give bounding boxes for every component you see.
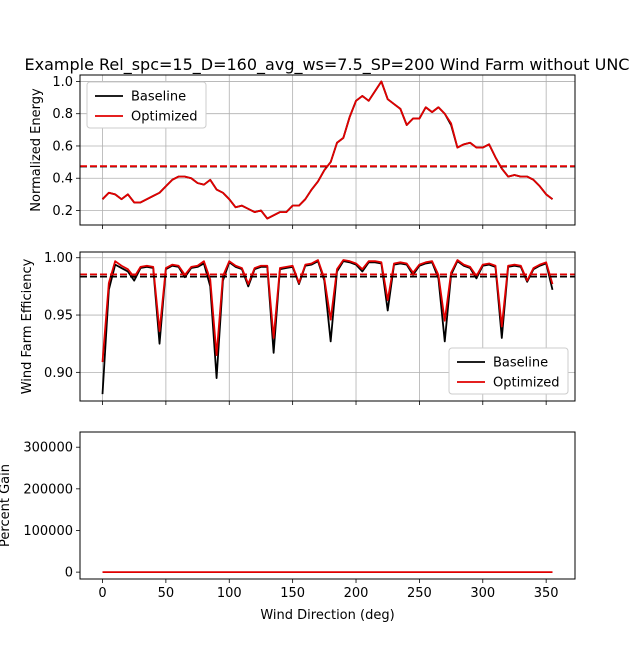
y-tick-label: 0.90 — [44, 366, 73, 381]
series-line-optimized — [101, 259, 554, 363]
y-axis-label: Percent Gain — [0, 464, 13, 547]
axes-frame — [79, 74, 576, 226]
legend-label: Baseline — [131, 90, 186, 105]
y-tick-label: 0.8 — [52, 107, 73, 122]
y-tick-label: 0.95 — [44, 309, 73, 324]
series-line-baseline — [101, 260, 554, 395]
y-tick-label: 1.0 — [52, 75, 73, 90]
x-tick-label: 350 — [534, 586, 559, 601]
legend-label: Baseline — [493, 356, 548, 371]
y-tick-label: 0.6 — [52, 139, 73, 154]
figure-title: Example Rel_spc=15_D=160_avg_ws=7.5_SP=2… — [25, 55, 630, 75]
y-tick-label: 200000 — [23, 482, 73, 497]
y-tick-label: 300000 — [23, 441, 73, 456]
axes-frame — [79, 251, 576, 402]
x-tick-label: 300 — [470, 586, 495, 601]
axes-frame — [79, 431, 576, 580]
plot-area — [80, 80, 575, 220]
y-tick-label: 0.4 — [52, 172, 73, 187]
legend-label: Optimized — [493, 376, 560, 391]
legend-label: Optimized — [131, 110, 198, 125]
y-axis-label: Normalized Energy — [29, 88, 44, 212]
y-tick-label: 100000 — [23, 524, 73, 539]
panel-percent-gain: 0 50 100 150 200 250 300 350 0 100000 200000 300000… — [0, 431, 576, 601]
x-tick-label: 100 — [217, 586, 242, 601]
series-line-optimized — [101, 80, 554, 220]
x-tick-label: 50 — [158, 586, 175, 601]
legend: Baseline Optimized — [86, 81, 207, 129]
y-tick-label: 1.00 — [44, 251, 73, 266]
x-tick-label: 150 — [280, 586, 305, 601]
x-tick-label: 200 — [344, 586, 369, 601]
y-axis-label: Wind Farm Efficiency — [20, 258, 35, 394]
y-tick-label: 0.2 — [52, 204, 73, 219]
x-axis-label: Wind Direction (deg) — [260, 608, 394, 623]
legend: Baseline Optimized — [448, 347, 569, 395]
x-tick-label: 250 — [407, 586, 432, 601]
plot-area — [80, 259, 575, 395]
panel-wind-farm-efficiency: 0.90 0.95 1.00 Wind Farm Efficiency Baseline… — [20, 251, 576, 405]
panel-normalized-energy: 0.2 0.4 0.6 0.8 1.0 Normalized Energy Baseline… — [29, 74, 576, 229]
y-tick-label: 0 — [65, 566, 73, 581]
x-tick-label: 0 — [98, 586, 106, 601]
